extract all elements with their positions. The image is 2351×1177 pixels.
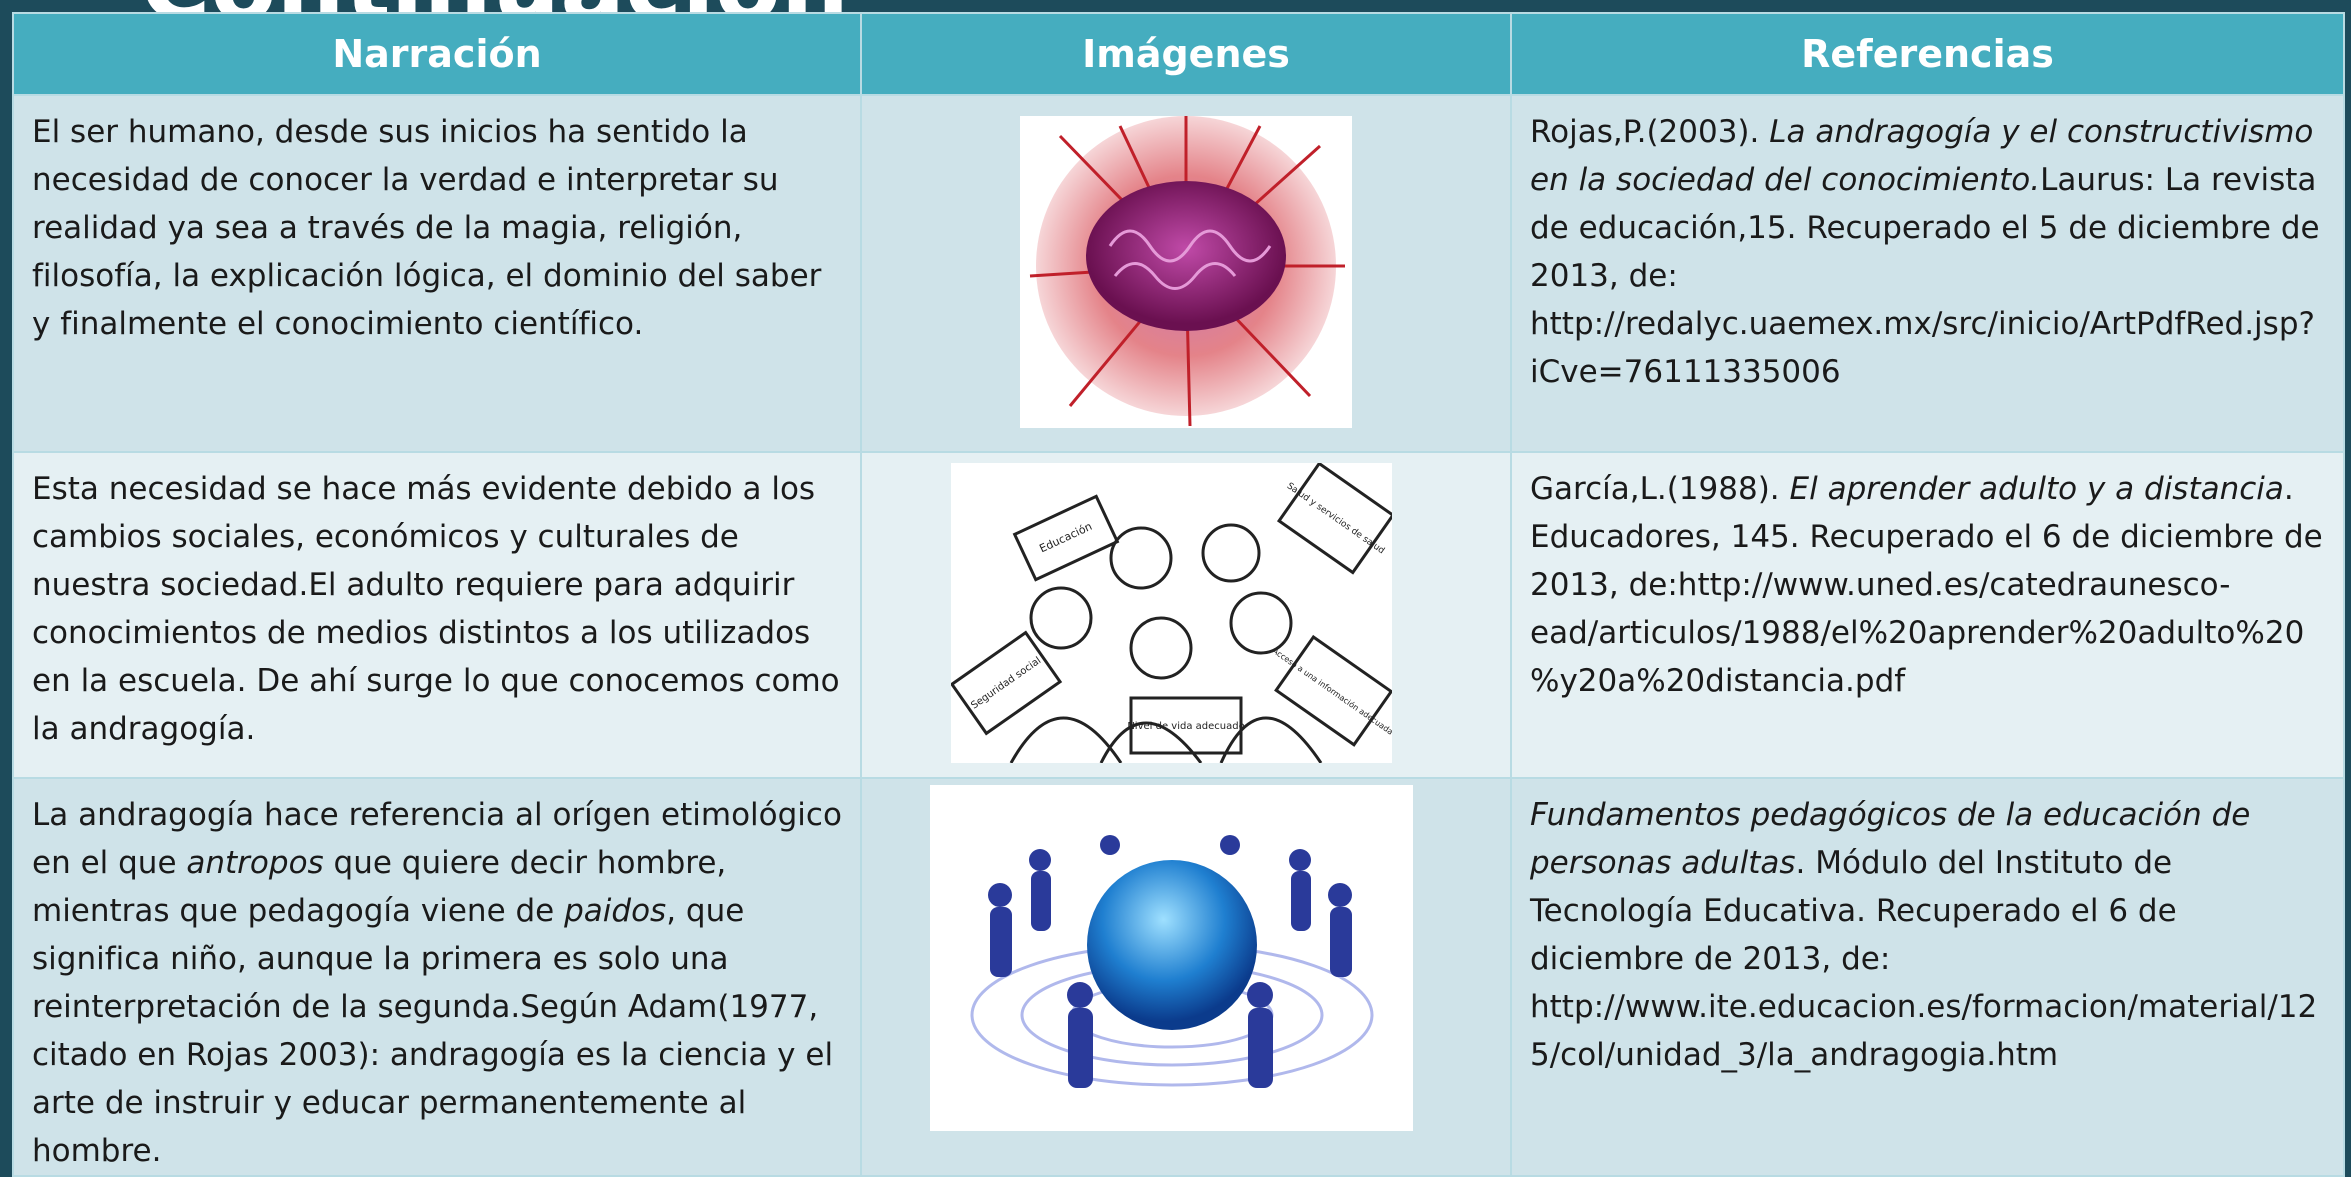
italic-text: Fundamentos pedagógicos de la educación … xyxy=(1530,797,2251,881)
reference-cell: Rojas,P.(2003). La andragogía y el const… xyxy=(1510,94,2345,453)
narration-cell: La andragogía hace referencia al orígen … xyxy=(12,777,862,1177)
header-cell: Narración xyxy=(12,12,862,96)
text: La andragogía hace referencia al orígen … xyxy=(32,797,842,881)
header-cell: Imágenes xyxy=(860,12,1512,96)
row: La andragogía hace referencia al orígen … xyxy=(12,777,2345,1177)
header-row: Narración Imágenes Referencias xyxy=(12,12,2345,96)
italic-text: paidos xyxy=(564,893,667,929)
image-cell: Educación Salud y servicios de salud Seg… xyxy=(860,451,1512,779)
italic-text: La andragogía y el constructivismo en la… xyxy=(1530,114,2314,198)
italic-text: antropos xyxy=(186,845,324,881)
text: Laurus: La revista de educación,15. Recu… xyxy=(1530,162,2320,390)
image-cell xyxy=(860,94,1512,453)
image-cell xyxy=(860,777,1512,1177)
reference-cell: García,L.(1988). El aprender adulto y a … xyxy=(1510,451,2345,779)
text: García,L.(1988). xyxy=(1530,471,1790,507)
text: Esta necesidad se hace más evidente debi… xyxy=(32,471,840,747)
narration-cell: El ser humano, desde sus inicios ha sent… xyxy=(12,94,862,453)
globe-image xyxy=(929,785,1413,1131)
text: Rojas,P.(2003). xyxy=(1530,114,1770,150)
table: Narración Imágenes Referencias El ser hu… xyxy=(12,12,2345,1177)
text: que quiere decir hombre, mientras que pe… xyxy=(32,845,727,929)
narration-cell: Esta necesidad se hace más evidente debi… xyxy=(12,451,862,779)
row: Esta necesidad se hace más evidente debi… xyxy=(12,451,2345,779)
people-image: Educación Salud y servicios de salud Seg… xyxy=(949,461,1395,764)
row: El ser humano, desde sus inicios ha sent… xyxy=(12,94,2345,453)
reference-cell: Fundamentos pedagógicos de la educación … xyxy=(1510,777,2345,1177)
brain-image xyxy=(1020,116,1352,428)
text: . Módulo del Instituto de Tecnología Edu… xyxy=(1530,845,2318,1073)
text: , que significa niño, aunque la primera … xyxy=(32,893,834,1169)
image-label: Nivel de vida adecuado xyxy=(1127,721,1244,732)
text: . Educadores, 145. Recuperado el 6 de di… xyxy=(1530,471,2323,699)
italic-text: El aprender adulto y a distancia xyxy=(1789,471,2284,507)
text: El ser humano, desde sus inicios ha sent… xyxy=(32,114,822,342)
header-cell: Referencias xyxy=(1510,12,2345,96)
